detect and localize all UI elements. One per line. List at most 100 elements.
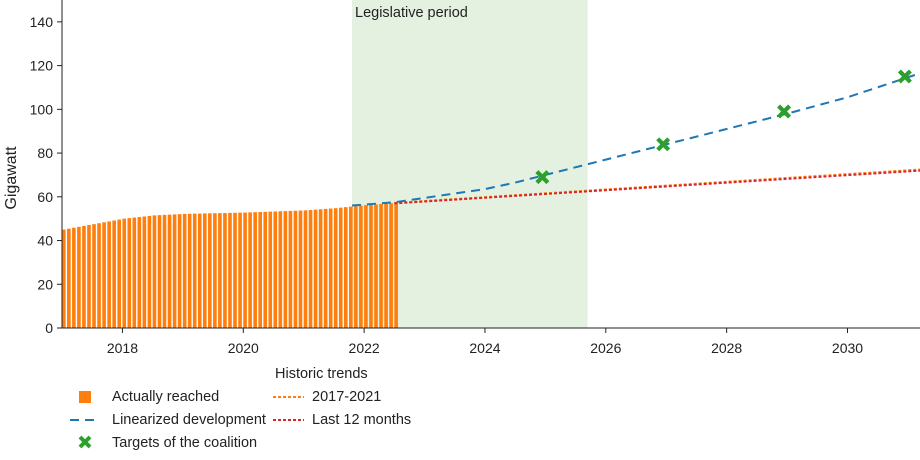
bar	[278, 211, 283, 328]
bar	[228, 212, 232, 328]
bar	[328, 208, 333, 328]
bar	[343, 207, 348, 328]
x-tick-label: 2020	[228, 340, 259, 356]
bar	[338, 207, 343, 328]
bar	[258, 211, 262, 328]
x-tick-label: 2024	[469, 340, 500, 356]
bar	[283, 211, 288, 328]
bar	[117, 219, 122, 328]
bar	[268, 211, 273, 328]
target-point	[535, 170, 550, 185]
bar	[152, 215, 157, 328]
bar	[263, 211, 268, 328]
bar	[62, 229, 66, 328]
bar	[273, 211, 278, 328]
y-tick-label: 40	[37, 233, 53, 249]
bar	[223, 212, 227, 328]
bar	[182, 213, 187, 328]
bar	[354, 206, 358, 328]
legislative-period-label: Legislative period	[355, 5, 468, 21]
bar	[82, 225, 86, 328]
legend-label: 2017-2021	[312, 389, 382, 405]
bar	[132, 217, 137, 328]
legend-item-actually-reached: Actually reached	[68, 387, 219, 407]
y-tick-label: 20	[37, 276, 53, 292]
legend-group-title: Historic trends	[275, 366, 368, 382]
bar	[192, 213, 197, 328]
bar	[298, 210, 303, 328]
y-axis-label: Gigawatt	[3, 146, 20, 210]
trend-line-last-12-months	[394, 169, 920, 205]
legend-label: Actually reached	[112, 389, 220, 405]
coalition-targets	[535, 69, 912, 185]
bar	[238, 212, 242, 328]
bar	[369, 204, 373, 328]
bar	[389, 203, 393, 328]
legend-square-icon	[68, 387, 112, 407]
bar	[374, 204, 378, 328]
bar	[288, 210, 293, 328]
bar	[208, 213, 212, 328]
bar	[87, 225, 91, 328]
bar	[318, 209, 323, 328]
bar	[218, 213, 222, 328]
target-point	[897, 69, 912, 84]
bar	[97, 223, 101, 328]
legend-item-linearized-development: Linearized development	[68, 410, 266, 430]
bar	[92, 224, 96, 328]
x-tick-label: 2018	[107, 340, 138, 356]
bar	[233, 212, 237, 328]
x-tick-label: 2028	[711, 340, 742, 356]
legend-item-2017-2021: 2017-2021	[272, 387, 381, 407]
legend-label: Targets of the coalition	[112, 435, 258, 451]
bar	[202, 213, 207, 328]
x-tick-label: 2030	[832, 340, 863, 356]
bar	[142, 216, 147, 328]
legend-cross-icon	[68, 433, 112, 453]
y-tick-label: 100	[30, 101, 54, 117]
legend-label: Linearized development	[112, 412, 266, 428]
bar	[172, 214, 177, 328]
target-point	[777, 104, 792, 119]
y-tick-label: 0	[45, 320, 53, 336]
bar	[177, 214, 182, 328]
bar	[313, 209, 318, 328]
bar	[303, 210, 308, 328]
bar	[77, 226, 81, 328]
legend-dash-line-icon	[68, 410, 112, 430]
bar	[162, 214, 167, 328]
bar	[379, 204, 383, 328]
y-tick-label: 60	[37, 189, 53, 205]
bar	[323, 208, 328, 328]
x-tick-label: 2026	[590, 340, 621, 356]
bar	[293, 210, 298, 328]
bar	[364, 205, 368, 328]
y-tick-label: 140	[30, 14, 54, 30]
target-point	[656, 137, 671, 152]
bar	[197, 213, 202, 328]
bar	[107, 221, 111, 328]
bar	[384, 203, 388, 328]
bar	[112, 220, 116, 328]
bar	[147, 215, 152, 328]
legend-label: Last 12 months	[312, 412, 412, 428]
x-tick-label: 2022	[349, 340, 380, 356]
legend-dotted-line-icon	[272, 387, 312, 407]
bar	[127, 218, 132, 328]
bar	[102, 222, 106, 328]
bar	[137, 217, 142, 328]
bar	[394, 202, 398, 328]
legend-item-targets: Targets of the coalition	[68, 433, 257, 453]
bars-actually-reached	[62, 202, 398, 328]
bar	[308, 209, 313, 328]
bar	[167, 214, 172, 328]
bar	[122, 218, 127, 328]
y-tick-label: 80	[37, 145, 53, 161]
bar	[333, 208, 338, 328]
bar	[187, 213, 192, 328]
bar	[213, 213, 217, 328]
bar	[67, 228, 71, 328]
legend-dotted-line-icon	[272, 410, 312, 430]
bar	[243, 212, 247, 328]
